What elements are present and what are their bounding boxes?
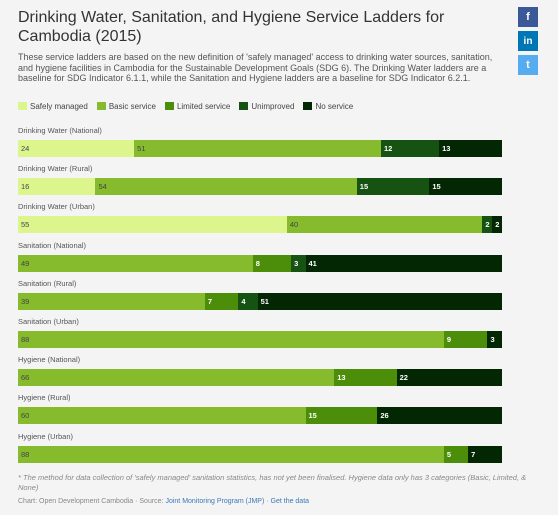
bar-segment-safely-managed[interactable]: 55 <box>18 216 287 234</box>
bar-segment-basic-service[interactable]: 66 <box>18 369 335 387</box>
legend-item-no-service[interactable]: No service <box>303 102 353 111</box>
legend-label: Unimproved <box>251 101 295 111</box>
bar-segment-basic-service[interactable]: 60 <box>18 407 306 425</box>
bar-segment-no-service[interactable]: 41 <box>305 254 502 272</box>
bar-row-sanitation-national: 49 8 3 41 <box>18 254 502 272</box>
legend-swatch <box>96 102 106 110</box>
bar-row-hygiene-urban: 88 5 7 <box>18 445 502 463</box>
bar-segment-safely-managed[interactable]: 16 <box>18 178 96 196</box>
credits-prefix: Chart: Open Development Cambodia · Sourc… <box>18 498 166 505</box>
legend-label: Safely managed <box>30 101 88 111</box>
legend-item-limited-service[interactable]: Limited service <box>164 101 231 111</box>
bar-segment-basic-service[interactable]: 88 <box>18 331 444 348</box>
category-label-hygiene-urban: Hygiene (Urban) <box>18 431 74 441</box>
legend-label: No service <box>315 101 354 111</box>
bar-row-sanitation-rural: 39 7 4 51 <box>18 292 502 310</box>
category-label-hygiene-national: Hygiene (National) <box>18 355 81 365</box>
facebook-icon: f <box>526 11 530 23</box>
footnote: * The method for data collection of 'saf… <box>18 473 527 492</box>
category-label-sanitation-rural: Sanitation (Rural) <box>18 278 77 288</box>
category-label-sanitation-national: Sanitation (National) <box>18 240 86 250</box>
bar-segment-basic-service[interactable]: 51 <box>134 140 381 157</box>
twitter-share-button[interactable]: t <box>518 55 538 75</box>
category-label-drinking-water-urban: Drinking Water (Urban) <box>18 202 95 212</box>
chart-description: These service ladders are based on the n… <box>18 52 493 83</box>
bar-segment-limited-service[interactable]: 15 <box>305 407 378 425</box>
legend-label: Basic service <box>108 101 156 111</box>
legend-swatch <box>18 102 27 110</box>
bar-segment-basic-service[interactable]: 40 <box>286 216 483 234</box>
legend-swatch <box>164 102 174 110</box>
bar-row-drinking-water-national: 24 51 12 13 <box>18 140 502 157</box>
source-link[interactable]: Joint Monitoring Program (JMP) <box>165 498 265 505</box>
facebook-share-button[interactable]: f <box>518 7 538 27</box>
bar-segment-limited-service[interactable]: 13 <box>334 369 397 387</box>
chart-card: Drinking Water, Sanitation, and Hygiene … <box>10 0 538 515</box>
bar-row-drinking-water-rural: 16 54 15 15 <box>18 178 502 196</box>
bar-segment-unimproved[interactable]: 3 <box>291 254 306 272</box>
bar-segment-basic-service[interactable]: 49 <box>18 254 253 272</box>
category-label-drinking-water-national: Drinking Water (National) <box>18 126 102 135</box>
bar-segment-no-service[interactable]: 15 <box>429 178 502 196</box>
bar-segment-unimproved[interactable]: 2 <box>482 216 493 234</box>
bar-segment-no-service[interactable]: 2 <box>492 216 502 234</box>
bar-row-drinking-water-urban: 55 40 2 2 <box>18 216 502 234</box>
bar-segment-basic-service[interactable]: 54 <box>95 178 357 196</box>
bar-row-sanitation-urban: 88 9 3 <box>18 331 502 348</box>
bar-segment-limited-service[interactable]: 9 <box>443 331 488 348</box>
bar-segment-no-service[interactable]: 51 <box>257 292 502 310</box>
category-label-hygiene-rural: Hygiene (Rural) <box>18 393 71 403</box>
bar-segment-unimproved[interactable]: 4 <box>238 292 258 310</box>
linkedin-icon: in <box>523 35 533 47</box>
legend-swatch <box>239 102 249 110</box>
bar-segment-no-service[interactable]: 22 <box>396 369 502 387</box>
bar-segment-limited-service[interactable]: 5 <box>443 445 469 463</box>
bar-segment-no-service[interactable]: 26 <box>377 407 502 425</box>
legend: Safely managed Basic service Limited servi… <box>18 100 362 112</box>
bar-segment-no-service[interactable]: 3 <box>487 331 502 348</box>
bar-segment-unimproved[interactable]: 15 <box>356 178 430 196</box>
chart-title: Drinking Water, Sanitation, and Hygiene … <box>18 9 445 45</box>
get-data-link[interactable]: Get the data <box>270 498 310 505</box>
legend-label: Limited service <box>176 101 231 111</box>
linkedin-share-button[interactable]: in <box>518 31 538 51</box>
bar-row-hygiene-national: 66 13 22 <box>18 369 502 387</box>
category-label-drinking-water-rural: Drinking Water (Rural) <box>18 164 93 174</box>
bar-row-hygiene-rural: 60 15 26 <box>18 407 502 425</box>
legend-item-safely-managed[interactable]: Safely managed <box>18 102 88 111</box>
bar-segment-limited-service[interactable]: 7 <box>204 292 239 310</box>
category-label-sanitation-urban: Sanitation (Urban) <box>18 317 79 326</box>
bar-segment-no-service[interactable]: 7 <box>468 445 502 463</box>
credits: Chart: Open Development Cambodia · Sourc… <box>18 498 309 505</box>
credits-separator: · <box>264 498 271 505</box>
legend-item-unimproved[interactable]: Unimproved <box>239 102 294 111</box>
legend-item-basic-service[interactable]: Basic service <box>96 101 156 111</box>
bar-segment-unimproved[interactable]: 12 <box>380 140 440 157</box>
bar-segment-basic-service[interactable]: 88 <box>18 445 444 463</box>
bar-segment-limited-service[interactable]: 8 <box>252 254 292 272</box>
twitter-icon: t <box>526 59 530 71</box>
bar-segment-safely-managed[interactable]: 24 <box>18 140 135 157</box>
legend-swatch <box>303 102 313 110</box>
bar-segment-no-service[interactable]: 13 <box>439 140 502 157</box>
bar-segment-basic-service[interactable]: 39 <box>18 292 205 310</box>
